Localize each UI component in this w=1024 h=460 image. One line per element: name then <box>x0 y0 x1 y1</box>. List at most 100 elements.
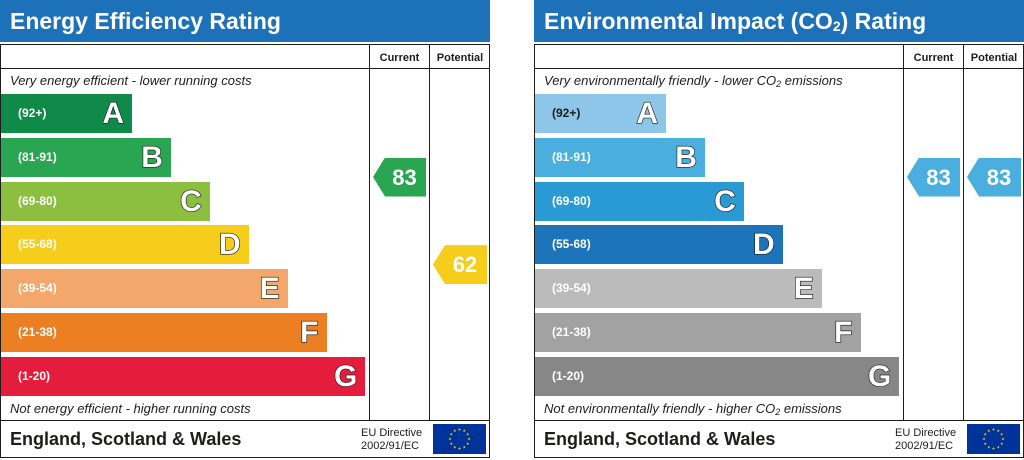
band-letter-label: F <box>300 315 320 349</box>
band-range-label: (21-38) <box>18 325 57 339</box>
footer-divider <box>0 420 490 421</box>
band-range-label: (69-80) <box>18 193 57 208</box>
band-range-label: (55-68) <box>552 237 591 252</box>
eu-star <box>982 437 986 441</box>
column-divider <box>369 44 370 420</box>
eu-star <box>996 429 1000 433</box>
band-a: (92+) A <box>1 94 132 133</box>
band-f: (21-38) F <box>535 313 861 352</box>
current-rating-arrow: 83 <box>907 157 960 197</box>
eu-star <box>453 429 457 433</box>
eu-star <box>453 445 457 449</box>
column-divider <box>429 44 430 420</box>
band-range-label: (1-20) <box>18 368 51 383</box>
region-label: England, Scotland & Wales <box>10 429 242 449</box>
bottom-caption-end: emissions <box>780 401 842 416</box>
potential-rating-value: 83 <box>986 164 1012 190</box>
panel-title: Environmental Impact (CO2) Rating <box>534 0 1024 42</box>
panel-title-end: ) Rating <box>840 8 927 34</box>
band-e: (39-54) E <box>1 269 288 309</box>
band-letter-label: E <box>259 272 280 306</box>
eu-directive-line1: EU Directive <box>361 427 423 439</box>
top-caption: Very environmentally friendly - lower CO… <box>544 73 843 89</box>
potential-column-header: Potential <box>970 52 1018 64</box>
band-d: (55-68) D <box>1 225 249 265</box>
eu-flag-icon <box>433 424 486 454</box>
eu-star <box>996 445 1000 449</box>
potential-rating-arrow: 62 <box>433 245 487 285</box>
bottom-caption-main: Not environmentally friendly - higher CO <box>544 401 776 416</box>
band-d: (55-68) D <box>535 225 783 265</box>
rating-frame <box>0 44 490 458</box>
eu-star <box>462 445 466 449</box>
band-b: (81-91) B <box>1 137 171 177</box>
header-divider <box>534 68 1024 69</box>
column-divider <box>903 44 904 420</box>
band-c: (69-80) C <box>535 181 744 221</box>
eu-star <box>987 429 991 433</box>
potential-rating-value: 62 <box>452 252 478 278</box>
band-letter-label: A <box>102 96 125 130</box>
band-range-label: (92+) <box>18 106 47 120</box>
band-range-label: (92+) <box>552 106 581 120</box>
top-caption-main: Very environmentally friendly - lower CO <box>544 73 777 88</box>
eu-star <box>1000 442 1004 446</box>
eu-star <box>462 429 466 433</box>
band-range-label: (1-20) <box>552 368 585 383</box>
eu-directive-line2: 2002/91/EC <box>361 440 420 452</box>
eu-directive-label: EU Directive 2002/91/EC <box>361 427 422 453</box>
eu-star <box>466 432 470 436</box>
band-b: (81-91) B <box>535 137 705 177</box>
eu-star <box>457 427 462 431</box>
band-e: (39-54) E <box>535 269 822 309</box>
column-divider <box>963 44 964 420</box>
band-a: (92+) A <box>535 94 666 133</box>
eu-star <box>449 442 453 446</box>
band-letter-label: G <box>867 359 892 393</box>
eu-star <box>449 432 453 436</box>
band-range-label: (69-80) <box>552 193 591 208</box>
band-letter-label: E <box>793 272 814 306</box>
panel-title: Energy Efficiency Rating <box>0 0 490 42</box>
eu-flag-icon <box>967 424 1020 454</box>
eu-directive-line1: EU Directive <box>895 427 957 439</box>
top-caption: Very energy efficient - lower running co… <box>10 73 252 88</box>
band-letter-label: C <box>713 184 736 218</box>
top-caption-subscript: 2 <box>776 79 782 89</box>
band-letter-label: B <box>141 140 164 174</box>
potential-rating-arrow: 83 <box>967 157 1021 197</box>
band-range-label: (81-91) <box>18 149 57 164</box>
eu-star <box>1001 437 1005 441</box>
eu-star <box>991 427 996 431</box>
eu-star <box>987 445 991 449</box>
band-g: (1-20) G <box>1 356 366 396</box>
bottom-caption: Not energy efficient - higher running co… <box>10 401 251 416</box>
current-column-header: Current <box>379 52 420 64</box>
current-rating-value: 83 <box>926 164 951 190</box>
header-divider <box>0 68 490 69</box>
region-label: England, Scotland & Wales <box>544 429 776 449</box>
top-caption-end: emissions <box>781 73 843 88</box>
bottom-caption-subscript: 2 <box>775 407 781 417</box>
band-range-label: (39-54) <box>18 281 57 296</box>
potential-column-header: Potential <box>436 52 484 64</box>
current-rating-arrow: 83 <box>373 157 426 197</box>
eu-star <box>991 446 996 450</box>
environmental-impact-panel: Environmental Impact (CO2) Rating Curren… <box>534 0 1024 460</box>
band-letter-label: D <box>218 228 241 262</box>
band-range-label: (21-38) <box>552 325 591 339</box>
panel-title-subscript: 2 <box>832 18 841 34</box>
band-letter-label: G <box>333 359 358 393</box>
band-letter-label: C <box>179 184 202 218</box>
eu-star <box>466 442 470 446</box>
current-rating-value: 83 <box>392 164 417 190</box>
eu-directive-line2: 2002/91/EC <box>895 440 954 452</box>
band-letter-label: B <box>675 140 698 174</box>
band-range-label: (39-54) <box>552 281 591 296</box>
eu-directive-label: EU Directive 2002/91/EC <box>895 427 956 453</box>
band-range-label: (55-68) <box>18 237 57 252</box>
bottom-caption: Not environmentally friendly - higher CO… <box>544 401 842 417</box>
band-c: (69-80) C <box>1 181 210 221</box>
band-range-label: (81-91) <box>552 149 591 164</box>
eu-star <box>457 446 462 450</box>
